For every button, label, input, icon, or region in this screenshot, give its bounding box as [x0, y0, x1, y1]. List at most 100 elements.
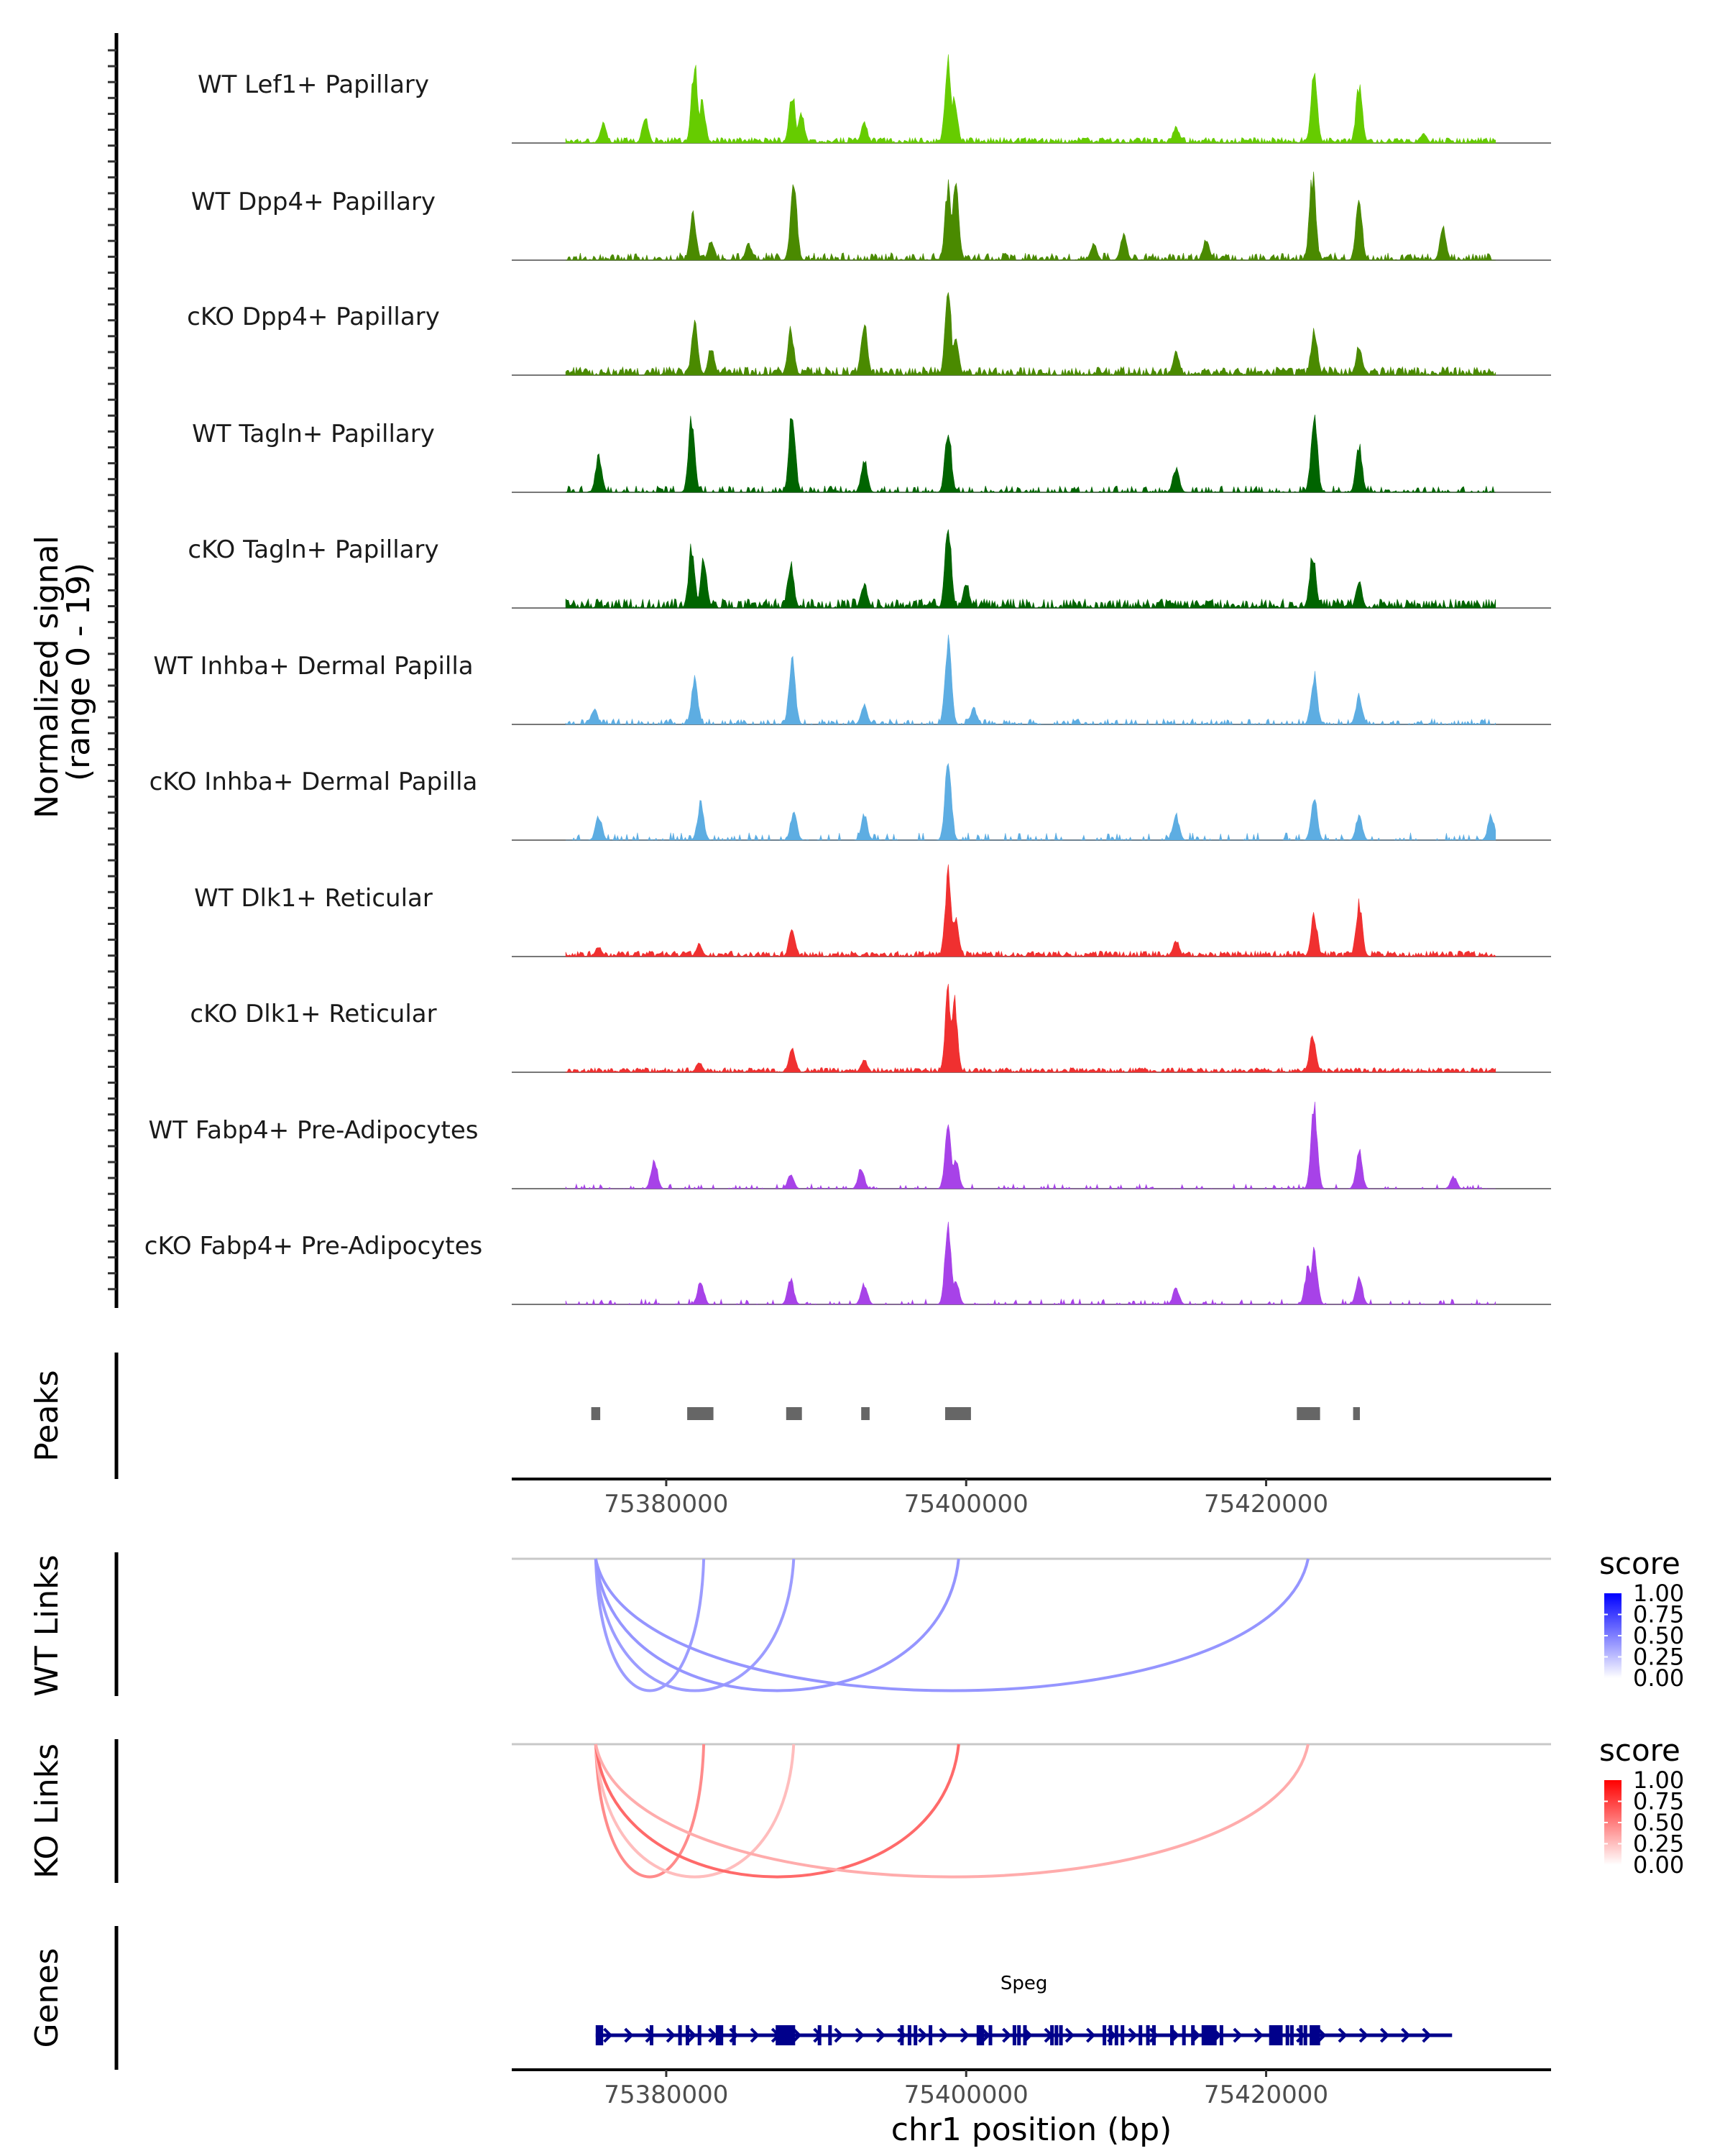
track-label: cKO Dpp4+ Papillary — [187, 303, 440, 331]
gene-exon — [1059, 2025, 1063, 2045]
gene-exon — [1285, 2025, 1289, 2045]
gene-exon — [1138, 2025, 1143, 2045]
track-label: cKO Fabp4+ Pre-Adipocytes — [144, 1232, 483, 1261]
legend-tick-label: 0.25 — [1633, 1644, 1684, 1671]
strand-arrow-icon — [875, 2027, 886, 2043]
legend-tick-label: 0.75 — [1633, 1788, 1684, 1815]
peak-region — [1297, 1407, 1320, 1420]
strand-arrow-icon — [624, 2027, 634, 2043]
strand-arrow-icon — [708, 2027, 718, 2043]
gene-exon — [828, 2025, 832, 2045]
gene-exon — [1012, 2025, 1016, 2045]
x-axis-top: 75380000 75400000 75420000 — [604, 1479, 1328, 1519]
gene-exon — [1299, 2025, 1303, 2045]
gene-exon — [697, 2025, 702, 2045]
gene-exon — [776, 2025, 796, 2045]
track-label: WT Tagln+ Papillary — [192, 420, 435, 448]
gene-exon — [929, 2025, 933, 2045]
x-tick-label: 75380000 — [604, 1490, 728, 1519]
strand-arrow-icon — [1086, 2027, 1096, 2043]
gene-exon — [1121, 2025, 1125, 2045]
genes-track-label: Genes — [29, 1948, 65, 2047]
legend-tick-label: 0.00 — [1633, 1664, 1684, 1692]
link-arc — [594, 1743, 1310, 1879]
coverage-area — [565, 54, 1496, 144]
gene-exon — [1103, 2025, 1107, 2045]
gene-exon — [1219, 2025, 1223, 2045]
strand-arrow-icon — [666, 2027, 676, 2043]
coverage-track: WT Inhba+ Dermal Papilla — [153, 635, 1551, 726]
track-label: cKO Tagln+ Papillary — [188, 535, 438, 564]
gene-exon — [988, 2025, 993, 2045]
coverage-area — [565, 1101, 1496, 1189]
strand-arrow-icon — [980, 2027, 991, 2043]
track-label: cKO Inhba+ Dermal Papilla — [150, 768, 478, 796]
coverage-area — [565, 1221, 1496, 1306]
y-title-line-1: Normalized signal — [29, 535, 65, 819]
legend-title: score — [1599, 1733, 1680, 1768]
strand-arrow-icon — [1064, 2027, 1075, 2043]
gene-exon — [1114, 2025, 1118, 2045]
gene-name-label: Speg — [1000, 1973, 1048, 1994]
coverage-track: cKO Dlk1+ Reticular — [190, 983, 1551, 1074]
strand-arrow-icon — [1002, 2027, 1012, 2043]
gene-exon — [817, 2025, 822, 2045]
peaks-panel: Peaks 75380000 75400000 75420000 — [29, 1353, 1551, 1519]
gene-exon — [1054, 2025, 1059, 2045]
gene-exon — [914, 2025, 918, 2045]
gene-exon — [1108, 2025, 1113, 2045]
link-arc — [594, 1743, 706, 1879]
track-label: WT Inhba+ Dermal Papilla — [153, 652, 473, 681]
gene-exon — [715, 2025, 724, 2045]
strand-arrow-icon — [750, 2027, 760, 2043]
strand-arrow-icon — [939, 2027, 949, 2043]
gene-exon — [686, 2025, 689, 2045]
gene-exon — [907, 2025, 911, 2045]
strand-arrow-icon — [1401, 2027, 1411, 2043]
x-tick-label: 75400000 — [904, 1490, 1029, 1519]
strand-arrow-icon — [918, 2027, 928, 2043]
peak-region — [786, 1407, 802, 1420]
links-track-label: WT Links — [29, 1554, 65, 1696]
gene-exon — [1191, 2025, 1195, 2045]
y-title-line-2: (range 0 - 19) — [60, 563, 97, 781]
gene-exon — [1269, 2025, 1283, 2045]
legend-tick-label: 0.75 — [1633, 1601, 1684, 1628]
peak-region — [861, 1407, 870, 1420]
x-tick-label: 75420000 — [1204, 1490, 1328, 1519]
peak-region — [687, 1407, 714, 1420]
gene-model-speg — [595, 2025, 1453, 2045]
link-arc — [594, 1558, 706, 1692]
legend-title: score — [1599, 1546, 1680, 1581]
gene-exon — [650, 2025, 653, 2045]
peaks-track-label: Peaks — [29, 1370, 65, 1461]
gene-exon — [1050, 2025, 1054, 2045]
peak-region — [945, 1407, 971, 1420]
genes-panel: Genes Speg 75380000 75400000 75420000 chr1… — [29, 1926, 1551, 2148]
gene-exon — [1152, 2025, 1156, 2045]
gene-exon — [732, 2025, 736, 2045]
coverage-track: cKO Dpp4+ Papillary — [187, 292, 1551, 377]
strand-arrow-icon — [1422, 2027, 1432, 2043]
link-arc — [594, 1743, 960, 1879]
link-arc — [594, 1558, 796, 1692]
track-label: WT Dlk1+ Reticular — [194, 884, 433, 913]
link-arc — [594, 1743, 796, 1879]
gene-exon — [1023, 2025, 1027, 2045]
strand-arrow-icon — [1379, 2027, 1390, 2043]
x-axis-bottom: 75380000 75400000 75420000 — [604, 2070, 1328, 2109]
legend-tick-label: 1.00 — [1633, 1580, 1684, 1607]
links-track-label: KO Links — [29, 1743, 65, 1879]
x-tick-label: 75400000 — [904, 2081, 1029, 2109]
gene-exon — [1146, 2025, 1150, 2045]
coverage-track: cKO Inhba+ Dermal Papilla — [150, 763, 1551, 842]
x-tick-label: 75380000 — [604, 2081, 728, 2109]
gene-exon — [1182, 2025, 1186, 2045]
strand-arrow-icon — [1338, 2027, 1348, 2043]
gene-exon — [678, 2025, 682, 2045]
